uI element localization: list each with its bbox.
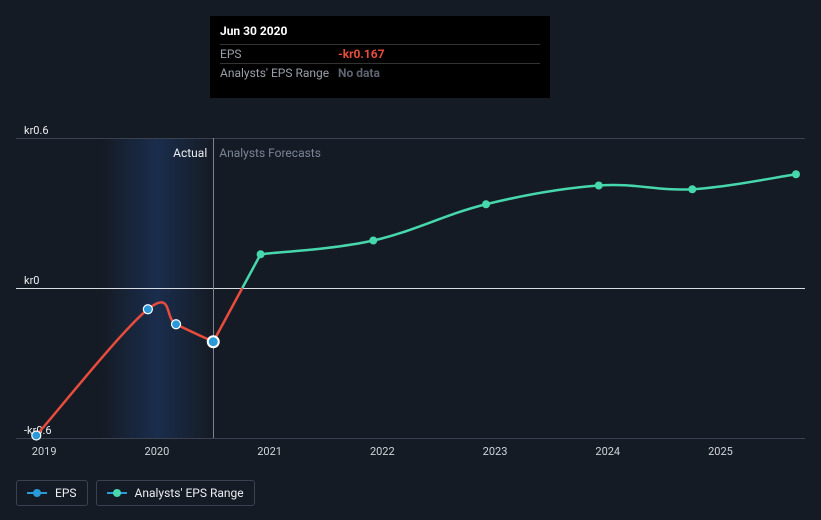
forecast-marker[interactable] xyxy=(369,237,377,245)
x-axis-label: 2021 xyxy=(257,445,282,458)
tooltip-row-range: Analysts' EPS Range No data xyxy=(220,63,540,82)
legend-label: Analysts' EPS Range xyxy=(135,486,244,500)
x-axis-label: 2020 xyxy=(145,445,170,458)
series-connector-neg xyxy=(213,288,242,342)
x-axis-label: 2024 xyxy=(595,445,620,458)
tooltip-value: -kr0.167 xyxy=(338,47,385,61)
x-axis-label: 2019 xyxy=(32,445,57,458)
x-axis: 2019 2020 2021 2022 2023 2024 2025 xyxy=(16,445,805,465)
forecast-marker[interactable] xyxy=(595,182,603,190)
series-line-actual xyxy=(36,302,213,435)
legend-swatch-icon xyxy=(107,489,127,497)
legend-label: EPS xyxy=(55,486,77,500)
tooltip-row-eps: EPS -kr0.167 xyxy=(220,44,540,63)
series-line-forecast xyxy=(261,174,796,254)
legend-item-range[interactable]: Analysts' EPS Range xyxy=(96,480,255,506)
tooltip-value: No data xyxy=(338,66,380,80)
tooltip-date: Jun 30 2020 xyxy=(220,24,540,44)
legend-item-eps[interactable]: EPS xyxy=(16,480,88,506)
plot-area[interactable]: kr0.6kr0-kr0.6ActualAnalysts Forecasts xyxy=(16,138,805,438)
actual-marker[interactable] xyxy=(32,431,41,440)
y-gridline xyxy=(16,438,805,439)
forecast-marker[interactable] xyxy=(482,200,490,208)
x-axis-label: 2025 xyxy=(708,445,733,458)
forecast-marker[interactable] xyxy=(257,250,265,258)
actual-marker[interactable] xyxy=(172,320,181,329)
x-axis-label: 2022 xyxy=(370,445,395,458)
tooltip-key: EPS xyxy=(220,47,338,61)
y-axis-label: kr0.6 xyxy=(24,124,49,137)
series-connector-pos xyxy=(242,254,260,288)
chart-legend: EPS Analysts' EPS Range xyxy=(16,480,255,506)
forecast-marker[interactable] xyxy=(688,185,696,193)
forecast-marker[interactable] xyxy=(792,170,800,178)
actual-marker[interactable] xyxy=(143,305,152,314)
series-svg xyxy=(16,138,805,438)
actual-marker[interactable] xyxy=(208,336,219,347)
tooltip-key: Analysts' EPS Range xyxy=(220,66,338,80)
legend-swatch-icon xyxy=(27,489,47,497)
x-axis-label: 2023 xyxy=(483,445,508,458)
hover-tooltip: Jun 30 2020 EPS -kr0.167 Analysts' EPS R… xyxy=(210,16,550,98)
